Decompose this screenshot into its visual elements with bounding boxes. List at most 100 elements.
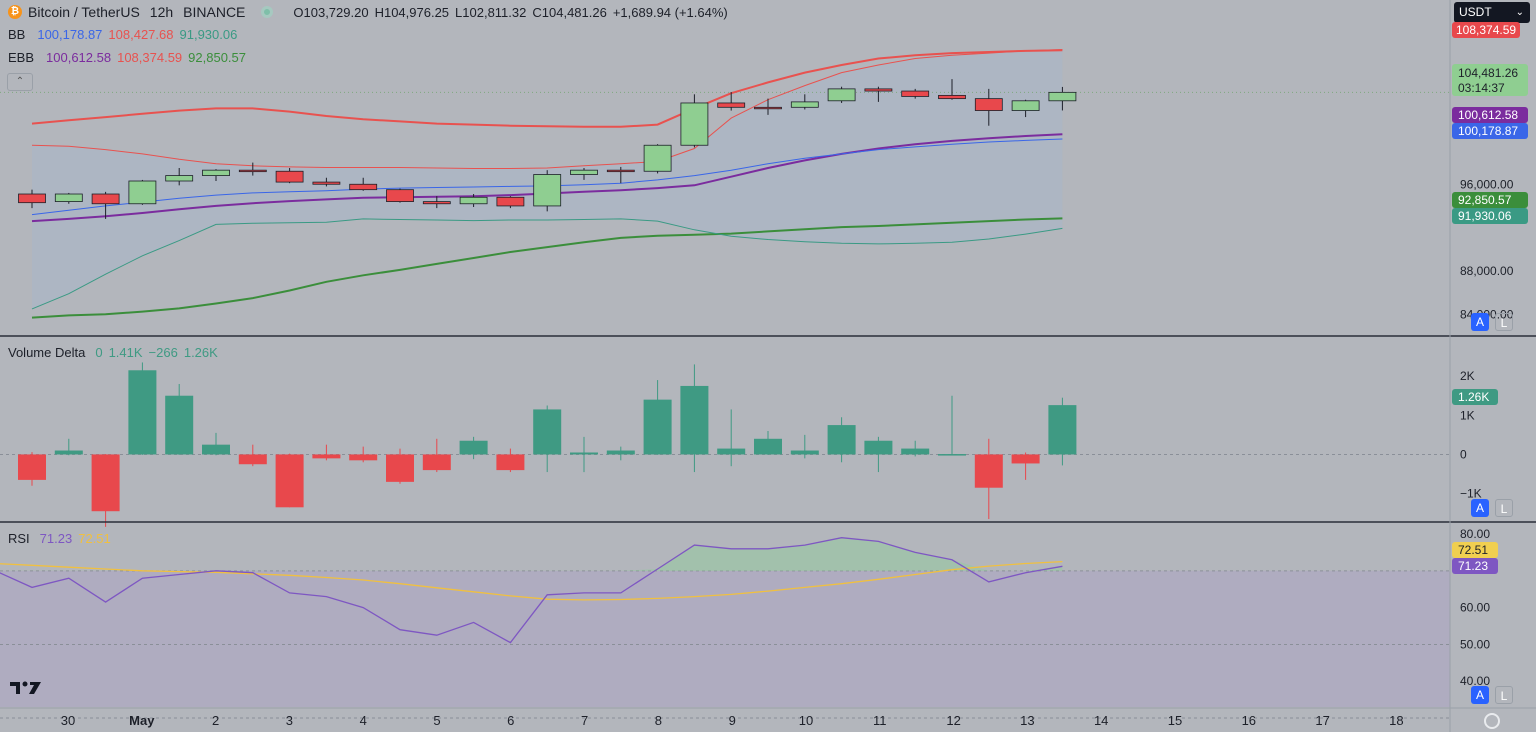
rsi-line — [0, 537, 1063, 644]
volume-delta-bar — [827, 417, 856, 463]
time-tick-label: 15 — [1168, 713, 1182, 728]
candle-body — [91, 193, 120, 205]
volume-delta-body — [275, 454, 304, 508]
candle — [238, 162, 267, 176]
ohlc-low: L102,811.32 — [455, 4, 527, 20]
volume-delta-body — [570, 452, 598, 455]
candle-body — [570, 169, 598, 175]
time-tick-label: 3 — [286, 713, 293, 728]
ebb-legend-lower: 92,850.57 — [188, 50, 247, 65]
rsi-pane[interactable] — [0, 537, 1450, 719]
time-tick-label: 5 — [433, 713, 440, 728]
volume-delta-body — [827, 425, 856, 455]
rsi-legend[interactable]: RSI 71.23 72.51 — [8, 531, 111, 546]
candle — [275, 168, 304, 184]
vd-legend-v3: 1.26K — [183, 345, 218, 360]
volume-delta-body — [754, 438, 782, 455]
candle — [128, 179, 157, 205]
countdown-text: 03:14:37 — [1458, 81, 1505, 95]
volume-delta-bar — [864, 436, 893, 473]
settings-gear-icon[interactable] — [1484, 713, 1500, 729]
ebb-upper-line — [31, 49, 1063, 128]
time-tick-label: May — [129, 713, 155, 728]
volume-delta-bar — [386, 448, 414, 484]
volume-delta-body — [238, 454, 267, 465]
time-tick-label: 10 — [799, 713, 813, 728]
rsi-log-scale-button[interactable]: L — [1495, 686, 1513, 704]
rsi-tick-label: 60.00 — [1460, 601, 1490, 615]
chevron-up-icon: ⌃ — [15, 76, 25, 87]
bb-upper-line — [31, 49, 1063, 169]
volume-delta-body — [128, 370, 157, 455]
bb-lower-line — [31, 218, 1063, 310]
ebb-lower-price-badge: 92,850.57 — [1452, 192, 1528, 208]
ebb-legend[interactable]: EBB 100,612.58 108,374.59 92,850.57 — [8, 50, 246, 65]
candle-body — [202, 169, 230, 176]
volume-delta-bar — [349, 446, 378, 463]
ohlc-change: +1,689.94 (+1.64%) — [612, 4, 728, 20]
time-tick-label: 12 — [946, 713, 960, 728]
time-tick-label: 16 — [1242, 713, 1256, 728]
volume-delta-bar — [202, 432, 230, 456]
volume-delta-body — [54, 450, 83, 455]
candle-body — [533, 174, 562, 207]
rsi-legend-name: RSI — [8, 531, 30, 546]
currency-dropdown[interactable]: USDT ⌄ — [1454, 2, 1530, 23]
candle-body — [754, 106, 782, 110]
candle — [349, 177, 378, 191]
volume-delta-bar — [643, 380, 672, 455]
candle — [496, 196, 525, 209]
rsi-ma-line — [0, 560, 1063, 601]
rsi-tick-label: 80.00 — [1460, 527, 1490, 541]
auto-label: A — [1475, 315, 1484, 329]
main-auto-scale-button[interactable]: A — [1471, 313, 1489, 331]
volume-delta-bar — [312, 444, 341, 461]
rsi-auto-scale-button[interactable]: A — [1471, 686, 1489, 704]
currency-label: USDT — [1459, 5, 1492, 19]
candle — [422, 196, 451, 209]
volume-delta-bar — [1048, 397, 1077, 466]
volume-delta-pane[interactable] — [0, 362, 1450, 527]
volume-delta-body — [717, 448, 746, 455]
log-label: L — [1500, 316, 1508, 330]
candle-body — [459, 196, 488, 205]
volume-delta-body — [91, 454, 120, 512]
tradingview-logo-icon[interactable] — [10, 679, 44, 695]
candle — [974, 88, 1003, 126]
volume-delta-bar — [790, 434, 819, 459]
time-tick-label: 7 — [581, 713, 588, 728]
symbol-name[interactable]: Bitcoin / TetherUS — [28, 4, 140, 20]
candle-body — [422, 201, 451, 205]
bb-legend[interactable]: BB 100,178.87 108,427.68 91,930.06 — [8, 27, 237, 42]
ohlc-close: C104,481.26 — [532, 4, 607, 20]
collapse-legend-button[interactable]: ⌃ — [7, 73, 33, 91]
volume-delta-legend[interactable]: Volume Delta 0 1.41K −266 1.26K — [8, 345, 218, 360]
rsi-ma-badge: 72.51 — [1452, 542, 1498, 558]
main-price-pane[interactable] — [0, 49, 1450, 319]
candle-body — [238, 169, 267, 173]
candle — [864, 86, 893, 102]
main-log-scale-button[interactable]: L — [1495, 313, 1513, 331]
candle-body — [54, 193, 83, 203]
candle-body — [938, 94, 966, 100]
volume-delta-body — [643, 399, 672, 455]
candle-body — [1011, 100, 1040, 111]
candle-body — [606, 169, 635, 173]
volume-delta-body — [312, 454, 341, 459]
candle-body — [680, 102, 709, 146]
last-price-text: 104,481.26 — [1458, 66, 1519, 80]
ebb-legend-basis: 100,612.58 — [46, 50, 112, 65]
vd-auto-scale-button[interactable]: A — [1471, 499, 1489, 517]
vd-legend-v1: 1.41K — [108, 345, 143, 360]
candle — [754, 98, 782, 115]
symbol-legend[interactable]: ₿ Bitcoin / TetherUS 12h BINANCE O103,72… — [8, 4, 728, 20]
rsi-legend-value: 71.23 — [39, 531, 73, 546]
volume-delta-body — [165, 395, 194, 455]
rsi-band-fill — [0, 570, 1450, 707]
candle-body — [1048, 91, 1077, 102]
interval-label[interactable]: 12h — [149, 4, 174, 20]
vd-log-scale-button[interactable]: L — [1495, 499, 1513, 517]
